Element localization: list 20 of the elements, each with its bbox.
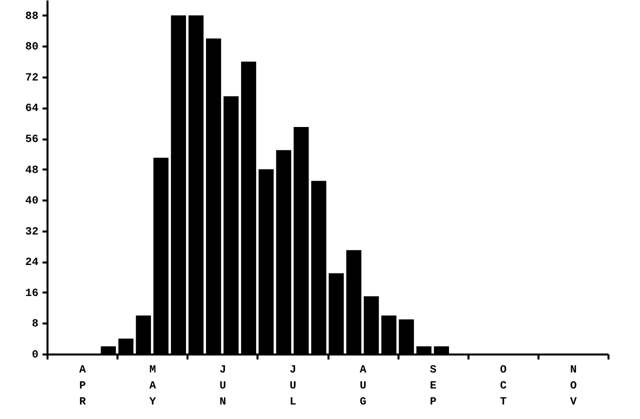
x-tick-label: NOV bbox=[570, 364, 578, 408]
x-tick-label: APR bbox=[79, 364, 86, 408]
y-tick-label: 88 bbox=[25, 10, 39, 23]
y-tick-label: 0 bbox=[32, 350, 38, 362]
x-tick-label: JUN bbox=[220, 364, 226, 408]
y-tick-label: 64 bbox=[25, 103, 39, 116]
y-tick-label: 56 bbox=[25, 134, 38, 146]
y-tick-label: 40 bbox=[25, 196, 38, 208]
y-tick-label: 80 bbox=[25, 42, 38, 54]
x-tick-label: JUL bbox=[290, 364, 297, 408]
y-tick-label: 8 bbox=[32, 318, 39, 331]
x-tick-label: AUG bbox=[360, 364, 367, 408]
y-tick-label: 72 bbox=[25, 72, 38, 84]
y-tick-label: 16 bbox=[25, 288, 38, 300]
y-tick-label: 32 bbox=[25, 226, 38, 238]
y-tick-label: 48 bbox=[25, 164, 39, 177]
x-tick-label: OCT bbox=[500, 364, 508, 408]
x-tick-label: MAY bbox=[149, 364, 156, 408]
y-tick-label: 24 bbox=[25, 257, 39, 270]
x-tick-label: SEP bbox=[430, 364, 437, 408]
